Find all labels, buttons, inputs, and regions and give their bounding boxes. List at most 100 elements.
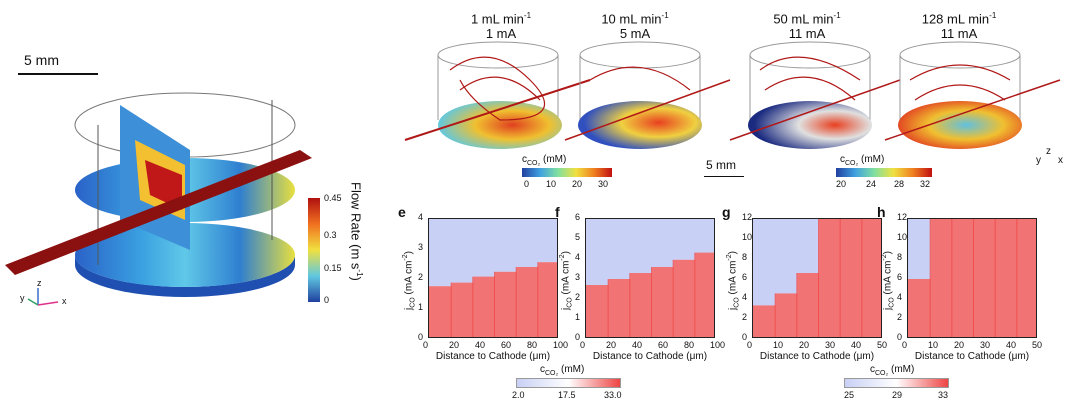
sim-cb-tick: 24 bbox=[866, 179, 877, 189]
y-tick-label: 10 bbox=[897, 232, 908, 242]
sim-cb-tick: 10 bbox=[546, 179, 557, 189]
bottom-cb-tick: 29 bbox=[892, 390, 903, 400]
x-tick-label: 0 bbox=[747, 340, 753, 350]
panel-letter: f bbox=[555, 204, 560, 220]
x-tick-label: 20 bbox=[799, 340, 810, 350]
x-tick-label: 30 bbox=[825, 340, 836, 350]
x-tick-label: 0 bbox=[423, 340, 429, 350]
heatmap-high-region bbox=[450, 282, 474, 337]
scale-bar bbox=[18, 73, 98, 75]
y-tick-label: 12 bbox=[742, 212, 753, 222]
heatmap-svg bbox=[908, 219, 1036, 337]
bottom-cb-tick: 25 bbox=[844, 390, 855, 400]
heatmap-low-region bbox=[753, 219, 776, 306]
y-axis-label: jCO (mA cm-2) bbox=[726, 251, 741, 310]
flow-cb-tick: 0.45 bbox=[324, 193, 342, 203]
heatmap-low-region bbox=[494, 219, 517, 272]
x-tick-label: 0 bbox=[902, 340, 908, 350]
flow-cylinder-figure bbox=[5, 92, 312, 306]
y-axis-label: jCO (mA cm-2) bbox=[402, 251, 417, 310]
heatmap-plot bbox=[585, 218, 715, 338]
y-tick-label: 6 bbox=[742, 272, 748, 282]
x-tick-label: 40 bbox=[851, 340, 862, 350]
x-tick-label: 50 bbox=[1032, 340, 1043, 350]
heatmap-high-region bbox=[929, 219, 953, 337]
y-tick-label: 6 bbox=[897, 272, 903, 282]
y-tick-label: 12 bbox=[897, 212, 908, 222]
y-tick-label: 2 bbox=[742, 312, 748, 322]
x-tick-label: 80 bbox=[527, 340, 538, 350]
mid-axis-y: y bbox=[1036, 155, 1041, 166]
heatmap-high-region bbox=[753, 305, 776, 337]
axis-y-line bbox=[27, 298, 39, 306]
heatmap-low-region bbox=[908, 219, 931, 279]
sim-colorbar-2 bbox=[836, 168, 932, 177]
heatmap-low-region bbox=[472, 219, 495, 277]
sim-cb-tick: 30 bbox=[598, 179, 609, 189]
y-tick-label: 0 bbox=[742, 332, 748, 342]
heatmap-low-region bbox=[515, 219, 539, 267]
sim-colorbar-label: cCO₂ (mM) bbox=[522, 154, 567, 167]
x-tick-label: 100 bbox=[710, 340, 726, 350]
scale-bar-label: 5 mm bbox=[24, 52, 59, 68]
heatmap-svg bbox=[429, 219, 557, 337]
cylinder-bottom-rim bbox=[75, 255, 295, 297]
heatmap-high-region bbox=[796, 273, 819, 337]
sim-title: 10 mL min-1 5 mA bbox=[601, 11, 669, 42]
axis-y-label: y bbox=[20, 293, 25, 303]
sim-title: 128 mL min-1 11 mA bbox=[921, 11, 997, 42]
heatmap-high-region bbox=[951, 219, 974, 337]
x-tick-label: 100 bbox=[553, 340, 569, 350]
y-tick-label: 3 bbox=[418, 242, 424, 252]
y-tick-label: 3 bbox=[575, 272, 581, 282]
heatmap-low-region bbox=[796, 219, 819, 273]
heatmap-high-region bbox=[515, 267, 539, 337]
y-tick-label: 8 bbox=[897, 252, 903, 262]
sim-cb-tick: 20 bbox=[572, 179, 583, 189]
flow-channel bbox=[5, 150, 312, 275]
heatmap-high-region bbox=[651, 267, 674, 337]
x-tick-label: 0 bbox=[580, 340, 586, 350]
x-tick-label: 60 bbox=[658, 340, 669, 350]
heatmap-low-region bbox=[774, 219, 798, 294]
heatmap-low-region bbox=[537, 219, 557, 263]
sim-cb-tick: 0 bbox=[524, 179, 530, 189]
x-axis-label: Distance to Cathode (μm) bbox=[592, 351, 708, 362]
y-tick-label: 2 bbox=[575, 292, 581, 302]
heatmap-plot bbox=[428, 218, 558, 338]
heatmap-low-region bbox=[651, 219, 674, 267]
heatmap-high-region bbox=[586, 285, 609, 337]
y-tick-label: 0 bbox=[575, 332, 581, 342]
heatmap-low-region bbox=[450, 219, 474, 283]
y-tick-label: 2 bbox=[897, 312, 903, 322]
heatmap-high-region bbox=[607, 279, 631, 337]
cylinder-bottom-disk bbox=[75, 223, 295, 287]
bottom-cb-tick: 2.0 bbox=[512, 390, 525, 400]
heatmap-high-region bbox=[839, 219, 863, 337]
simulation-2 bbox=[564, 41, 731, 149]
mid-scale-bar bbox=[704, 176, 744, 177]
panel-letter: e bbox=[398, 204, 406, 220]
x-axis-label: Distance to Cathode (μm) bbox=[759, 351, 875, 362]
flow-cb-tick: 0.3 bbox=[324, 230, 337, 240]
bottom-colorbar-1 bbox=[516, 378, 621, 388]
bottom-colorbar-2 bbox=[844, 378, 949, 388]
y-tick-label: 6 bbox=[575, 212, 581, 222]
y-tick-label: 2 bbox=[418, 272, 424, 282]
x-tick-label: 20 bbox=[449, 340, 460, 350]
heatmap-plot bbox=[907, 218, 1037, 338]
heatmap-low-region bbox=[429, 219, 452, 287]
mid-axis-x: x bbox=[1058, 155, 1063, 166]
x-tick-label: 10 bbox=[928, 340, 939, 350]
flow-colorbar bbox=[308, 198, 320, 302]
flow-cb-tick: 0 bbox=[324, 295, 330, 305]
x-tick-label: 40 bbox=[475, 340, 486, 350]
heatmap-high-region bbox=[1016, 219, 1036, 337]
y-tick-label: 4 bbox=[897, 292, 903, 302]
heatmap-high-region bbox=[537, 262, 557, 337]
axis-x-line bbox=[37, 301, 59, 306]
y-axis-label: jCO (mA cm-2) bbox=[881, 251, 896, 310]
x-tick-label: 60 bbox=[501, 340, 512, 350]
heatmap-high-region bbox=[774, 293, 798, 337]
y-axis-label: jCO (mA cm-2) bbox=[559, 251, 574, 310]
